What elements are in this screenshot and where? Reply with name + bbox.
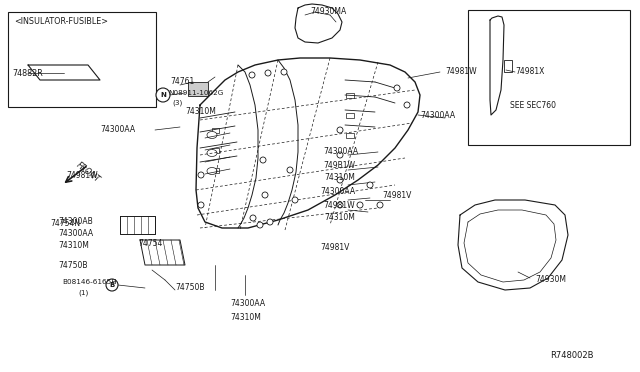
- Ellipse shape: [207, 150, 217, 157]
- Text: 74310M: 74310M: [324, 214, 355, 222]
- Text: 74300AA: 74300AA: [58, 230, 93, 238]
- Circle shape: [281, 69, 287, 75]
- Text: SEE SEC760: SEE SEC760: [510, 100, 556, 109]
- Circle shape: [260, 157, 266, 163]
- Circle shape: [198, 202, 204, 208]
- Text: 74930MA: 74930MA: [310, 7, 346, 16]
- Circle shape: [106, 279, 118, 291]
- Bar: [8, 12, 156, 107]
- Circle shape: [250, 215, 256, 221]
- Text: 74981W: 74981W: [67, 170, 98, 180]
- Text: 74300AA: 74300AA: [420, 110, 455, 119]
- Circle shape: [262, 192, 268, 198]
- Text: 74930M: 74930M: [535, 276, 566, 285]
- Circle shape: [265, 70, 271, 76]
- Text: 74981W: 74981W: [323, 202, 355, 211]
- Text: (3): (3): [172, 100, 182, 106]
- Text: 74310M: 74310M: [185, 108, 216, 116]
- Circle shape: [267, 219, 273, 225]
- Text: 74761: 74761: [170, 77, 195, 86]
- Text: (1): (1): [78, 290, 88, 296]
- Text: B08146-6165H: B08146-6165H: [62, 279, 116, 285]
- Text: 74750B: 74750B: [58, 260, 88, 269]
- Text: 74754N: 74754N: [50, 219, 80, 228]
- Text: 74754: 74754: [138, 240, 163, 248]
- Ellipse shape: [207, 131, 217, 138]
- Text: FRONT: FRONT: [75, 160, 102, 184]
- Circle shape: [377, 202, 383, 208]
- Bar: [212, 168, 219, 173]
- Bar: [346, 133, 354, 138]
- Text: 74310M: 74310M: [58, 241, 89, 250]
- Bar: [212, 148, 219, 153]
- Text: 74981V: 74981V: [320, 244, 349, 253]
- Circle shape: [292, 197, 298, 203]
- Text: 74300AA: 74300AA: [323, 148, 358, 157]
- Circle shape: [367, 182, 373, 188]
- Text: 74750B: 74750B: [175, 283, 205, 292]
- Circle shape: [337, 202, 343, 208]
- Text: 74882R: 74882R: [12, 68, 43, 77]
- Circle shape: [404, 102, 410, 108]
- Bar: [212, 128, 219, 133]
- Circle shape: [337, 152, 343, 158]
- Circle shape: [156, 88, 170, 102]
- Circle shape: [257, 222, 263, 228]
- Text: R748002B: R748002B: [550, 352, 593, 360]
- Text: 74300AB: 74300AB: [58, 218, 93, 227]
- Text: 74981W: 74981W: [445, 67, 477, 77]
- Text: 74300AA: 74300AA: [100, 125, 135, 135]
- Text: 749B1W: 749B1W: [323, 160, 355, 170]
- Text: N08911-1062G: N08911-1062G: [168, 90, 223, 96]
- Circle shape: [357, 202, 363, 208]
- Circle shape: [337, 177, 343, 183]
- Text: 74300AA: 74300AA: [230, 298, 265, 308]
- Circle shape: [198, 172, 204, 178]
- Text: B: B: [109, 282, 115, 288]
- Text: 74310M: 74310M: [230, 314, 261, 323]
- Circle shape: [249, 72, 255, 78]
- Ellipse shape: [207, 167, 217, 174]
- Text: 74981V: 74981V: [382, 190, 412, 199]
- Text: 74300AA: 74300AA: [320, 187, 355, 196]
- Circle shape: [394, 85, 400, 91]
- Text: N: N: [160, 92, 166, 98]
- Bar: [346, 93, 354, 98]
- Circle shape: [337, 127, 343, 133]
- Text: 74981X: 74981X: [515, 67, 545, 77]
- Text: <INSULATOR-FUSIBLE>: <INSULATOR-FUSIBLE>: [14, 17, 108, 26]
- Bar: [346, 113, 354, 118]
- Bar: [468, 10, 630, 145]
- Bar: [188, 82, 208, 96]
- Text: 74310M: 74310M: [324, 173, 355, 183]
- Bar: [504, 60, 512, 72]
- Circle shape: [287, 167, 293, 173]
